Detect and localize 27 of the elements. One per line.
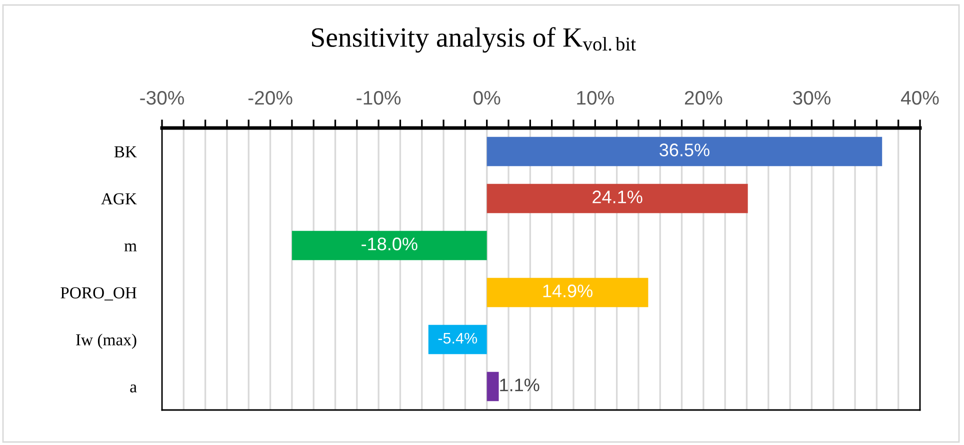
bar [292, 230, 487, 260]
y-tick-label: BK [114, 146, 137, 158]
x-tick-label: 30% [792, 90, 830, 105]
data-label: 24.1% [592, 190, 642, 204]
data-label: 36.5% [660, 144, 710, 156]
data-label: 14.9% [543, 284, 592, 298]
y-tick-label: Iw (max) [76, 334, 136, 349]
x-tick-label: 40% [900, 90, 939, 105]
bar [486, 136, 882, 166]
y-tick-label: PORO_OH [60, 287, 137, 300]
y-tick-label: AGK [101, 193, 137, 204]
y-tick-label: m [124, 243, 137, 252]
bar [428, 324, 487, 354]
data-label: -5.4% [438, 332, 478, 344]
data-label: 1.1% [500, 378, 540, 392]
bar [486, 372, 499, 402]
x-tick-label: -10% [356, 90, 401, 105]
data-label: -18.0% [362, 238, 418, 250]
y-tick-label: a [130, 384, 137, 392]
bar [486, 278, 648, 308]
x-tick-label: 20% [684, 90, 722, 105]
x-tick-label: 10% [577, 90, 614, 105]
x-tick-label: -20% [248, 90, 292, 105]
x-tick-label: -30% [140, 90, 184, 105]
x-tick-label: 0% [474, 90, 500, 105]
bar [486, 184, 748, 214]
chart-title: Sensitivity analysis of K$_{vol.bit}$ [312, 27, 636, 53]
